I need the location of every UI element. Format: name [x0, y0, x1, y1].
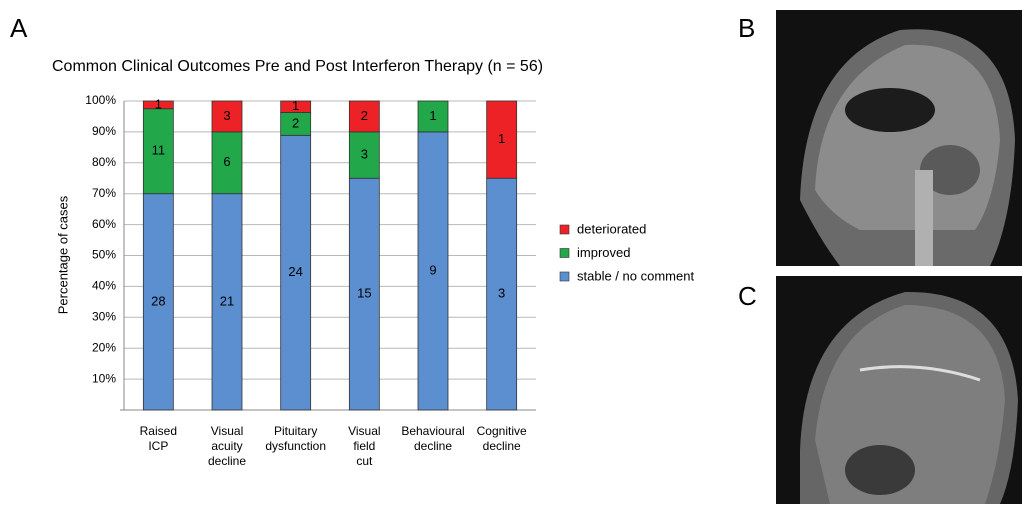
segment-count: 6	[223, 154, 230, 169]
y-tick-label: 100%	[85, 93, 116, 107]
chart-title: Common Clinical Outcomes Pre and Post In…	[52, 58, 543, 75]
legend-label: improved	[577, 245, 630, 260]
segment-count: 15	[357, 286, 371, 301]
panel-label: A	[10, 13, 28, 43]
y-tick-label: 80%	[92, 155, 116, 169]
panel-label: B	[738, 13, 755, 43]
segment-count: 1	[155, 96, 162, 111]
segment-count: 3	[498, 286, 505, 301]
legend-swatch	[560, 225, 569, 234]
mri-sagittal-t1-contrast	[776, 276, 1022, 504]
segment-count: 24	[288, 264, 302, 279]
segment-count: 21	[220, 293, 234, 308]
y-tick-label: 30%	[92, 309, 116, 323]
segment-count: 28	[151, 293, 165, 308]
segment-count: 9	[429, 262, 436, 277]
y-tick-label: 70%	[92, 186, 116, 200]
segment-count: 11	[152, 143, 166, 158]
segment-count: 1	[292, 98, 299, 113]
segment-count: 2	[361, 108, 368, 123]
y-axis-label: Percentage of cases	[55, 195, 70, 314]
segment-count: 2	[292, 115, 299, 130]
y-tick-label: 40%	[92, 279, 116, 293]
mri-sagittal-t1	[776, 10, 1022, 266]
y-tick-label: 50%	[92, 248, 116, 262]
panel-label: C	[738, 281, 757, 311]
y-tick-label: 10%	[92, 371, 116, 385]
figure: A B C Common Clinical Outcomes Pre and P…	[0, 0, 1022, 504]
y-tick-label: 20%	[92, 340, 116, 354]
legend-label: stable / no comment	[577, 268, 694, 283]
y-tick-label: 90%	[92, 124, 116, 138]
legend-swatch	[560, 272, 569, 281]
legend-swatch	[560, 249, 569, 258]
segment-count: 3	[223, 108, 230, 123]
legend-label: deteriorated	[577, 221, 646, 236]
segment-count: 1	[429, 108, 436, 123]
y-tick-label: 60%	[92, 217, 116, 231]
segment-count: 1	[498, 131, 505, 146]
segment-count: 3	[361, 147, 368, 162]
